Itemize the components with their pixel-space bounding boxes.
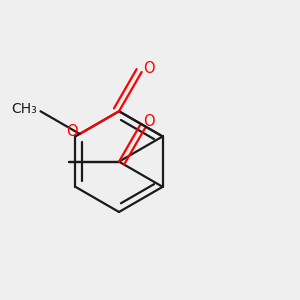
Text: O: O <box>143 114 155 129</box>
Text: O: O <box>66 124 78 140</box>
Text: CH₃: CH₃ <box>11 102 37 116</box>
Text: O: O <box>143 61 154 76</box>
